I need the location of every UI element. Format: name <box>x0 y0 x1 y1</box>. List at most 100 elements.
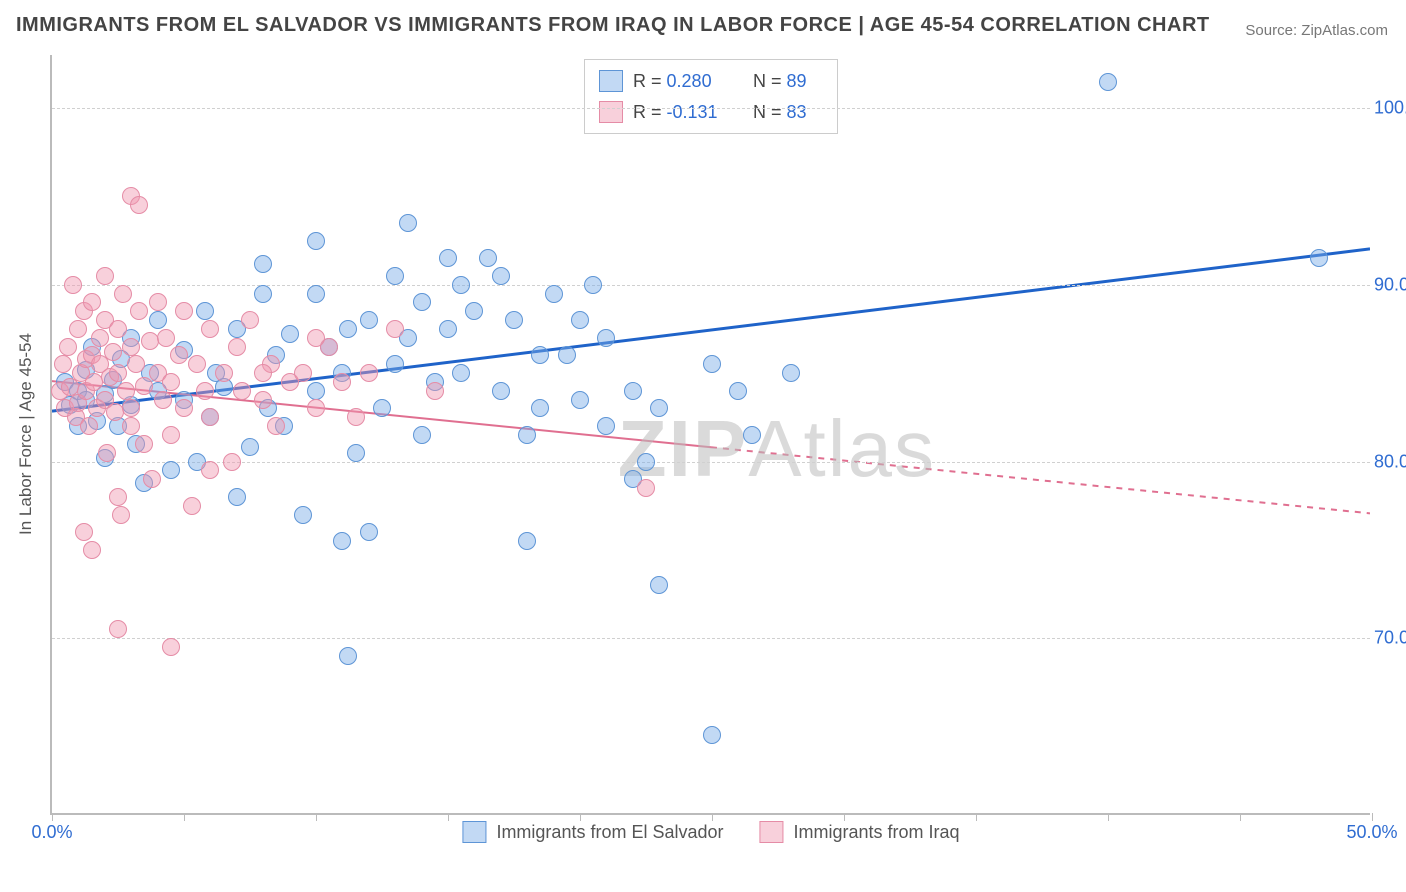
source-prefix: Source: <box>1245 22 1301 39</box>
data-point-iraq <box>637 479 655 497</box>
n-label: N = <box>753 102 782 122</box>
data-point-el_salvador <box>196 302 214 320</box>
data-point-iraq <box>215 364 233 382</box>
source-link[interactable]: ZipAtlas.com <box>1301 22 1388 39</box>
data-point-el_salvador <box>465 302 483 320</box>
data-point-iraq <box>54 355 72 373</box>
data-point-iraq <box>162 426 180 444</box>
data-point-el_salvador <box>452 364 470 382</box>
r-value-iraq: -0.131 <box>667 102 718 122</box>
data-point-el_salvador <box>254 255 272 273</box>
y-tick-label: 90.0% <box>1374 274 1406 295</box>
x-tick <box>844 813 845 821</box>
data-point-iraq <box>149 293 167 311</box>
y-tick-label: 80.0% <box>1374 451 1406 472</box>
y-tick-label: 100.0% <box>1374 98 1406 119</box>
data-point-iraq <box>157 329 175 347</box>
data-point-iraq <box>294 364 312 382</box>
data-point-iraq <box>122 417 140 435</box>
scatter-plot: In Labor Force | Age 45-54 ZIPAtlas R = … <box>50 55 1370 815</box>
data-point-el_salvador <box>413 426 431 444</box>
swatch-el-salvador <box>599 70 623 92</box>
data-point-iraq <box>386 320 404 338</box>
data-point-iraq <box>104 343 122 361</box>
data-point-iraq <box>127 355 145 373</box>
data-point-el_salvador <box>307 232 325 250</box>
data-point-iraq <box>223 453 241 471</box>
data-point-iraq <box>83 293 101 311</box>
data-point-iraq <box>109 488 127 506</box>
series-label-iraq: Immigrants from Iraq <box>794 822 960 843</box>
data-point-el_salvador <box>347 444 365 462</box>
data-point-el_salvador <box>597 417 615 435</box>
source-credit: Source: ZipAtlas.com <box>1245 22 1388 39</box>
data-point-iraq <box>360 364 378 382</box>
data-point-iraq <box>201 408 219 426</box>
data-point-el_salvador <box>703 726 721 744</box>
data-point-el_salvador <box>545 285 563 303</box>
data-point-el_salvador <box>439 249 457 267</box>
data-point-el_salvador <box>360 523 378 541</box>
data-point-iraq <box>109 320 127 338</box>
data-point-el_salvador <box>571 311 589 329</box>
data-point-iraq <box>175 302 193 320</box>
data-point-el_salvador <box>399 214 417 232</box>
data-point-iraq <box>183 497 201 515</box>
data-point-el_salvador <box>743 426 761 444</box>
data-point-el_salvador <box>479 249 497 267</box>
x-tick-label: 0.0% <box>31 822 72 843</box>
legend-item-el-salvador: Immigrants from El Salvador <box>462 821 723 843</box>
x-tick-label: 50.0% <box>1346 822 1397 843</box>
data-point-iraq <box>307 329 325 347</box>
legend-item-iraq: Immigrants from Iraq <box>760 821 960 843</box>
series-legend: Immigrants from El Salvador Immigrants f… <box>462 821 959 843</box>
data-point-el_salvador <box>439 320 457 338</box>
data-point-iraq <box>109 620 127 638</box>
n-label: N = <box>753 71 782 91</box>
x-tick <box>1240 813 1241 821</box>
data-point-iraq <box>114 285 132 303</box>
data-point-el_salvador <box>531 399 549 417</box>
gridline <box>52 638 1370 639</box>
series-label-el-salvador: Immigrants from El Salvador <box>496 822 723 843</box>
data-point-el_salvador <box>452 276 470 294</box>
data-point-iraq <box>64 276 82 294</box>
x-tick <box>976 813 977 821</box>
y-axis-label: In Labor Force | Age 45-54 <box>16 333 36 535</box>
data-point-iraq <box>188 355 206 373</box>
r-value-el-salvador: 0.280 <box>667 71 712 91</box>
data-point-el_salvador <box>281 325 299 343</box>
swatch-el-salvador <box>462 821 486 843</box>
data-point-iraq <box>83 541 101 559</box>
watermark: ZIPAtlas <box>618 403 936 495</box>
data-point-iraq <box>307 399 325 417</box>
data-point-el_salvador <box>505 311 523 329</box>
data-point-el_salvador <box>729 382 747 400</box>
data-point-el_salvador <box>307 382 325 400</box>
data-point-el_salvador <box>571 391 589 409</box>
swatch-iraq <box>760 821 784 843</box>
data-point-el_salvador <box>650 576 668 594</box>
data-point-iraq <box>91 329 109 347</box>
data-point-iraq <box>170 346 188 364</box>
data-point-iraq <box>162 373 180 391</box>
data-point-el_salvador <box>597 329 615 347</box>
data-point-el_salvador <box>339 647 357 665</box>
gridline <box>52 285 1370 286</box>
data-point-iraq <box>135 435 153 453</box>
n-value-el-salvador: 89 <box>787 71 807 91</box>
n-value-iraq: 83 <box>787 102 807 122</box>
gridline <box>52 462 1370 463</box>
data-point-el_salvador <box>241 438 259 456</box>
legend-row-iraq: R = -0.131 N = 83 <box>599 97 823 128</box>
data-point-el_salvador <box>333 532 351 550</box>
legend-row-el-salvador: R = 0.280 N = 89 <box>599 66 823 97</box>
watermark-thin: Atlas <box>748 404 936 493</box>
data-point-el_salvador <box>782 364 800 382</box>
chart-title: IMMIGRANTS FROM EL SALVADOR VS IMMIGRANT… <box>16 14 1210 37</box>
data-point-el_salvador <box>492 382 510 400</box>
x-tick <box>448 813 449 821</box>
swatch-iraq <box>599 101 623 123</box>
data-point-iraq <box>254 391 272 409</box>
data-point-iraq <box>96 267 114 285</box>
